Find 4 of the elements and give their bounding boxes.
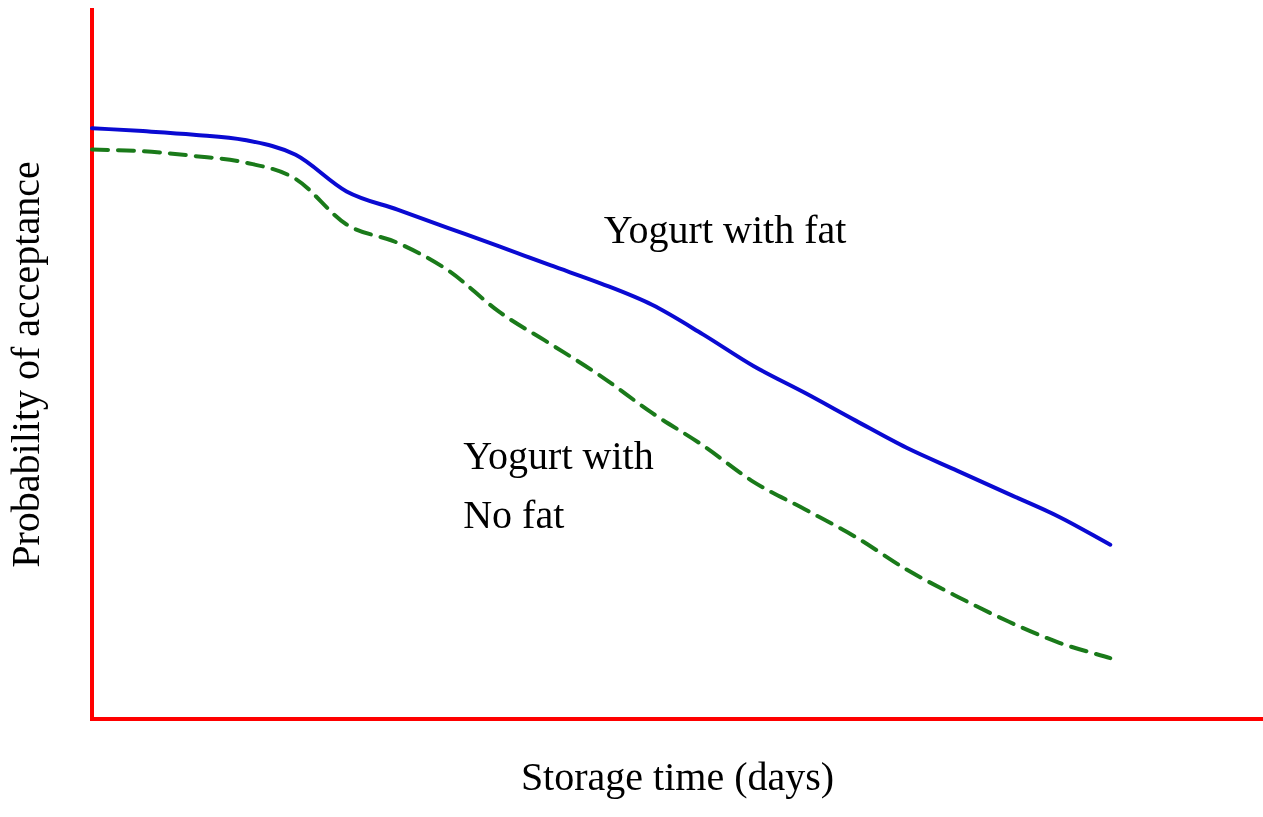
series-label: Yogurt with fat <box>603 207 847 253</box>
series-label: Yogurt with No fat <box>463 433 654 538</box>
y-axis-title: Probability of acceptance <box>2 161 48 568</box>
x-axis-title: Storage time (days) <box>520 753 835 799</box>
